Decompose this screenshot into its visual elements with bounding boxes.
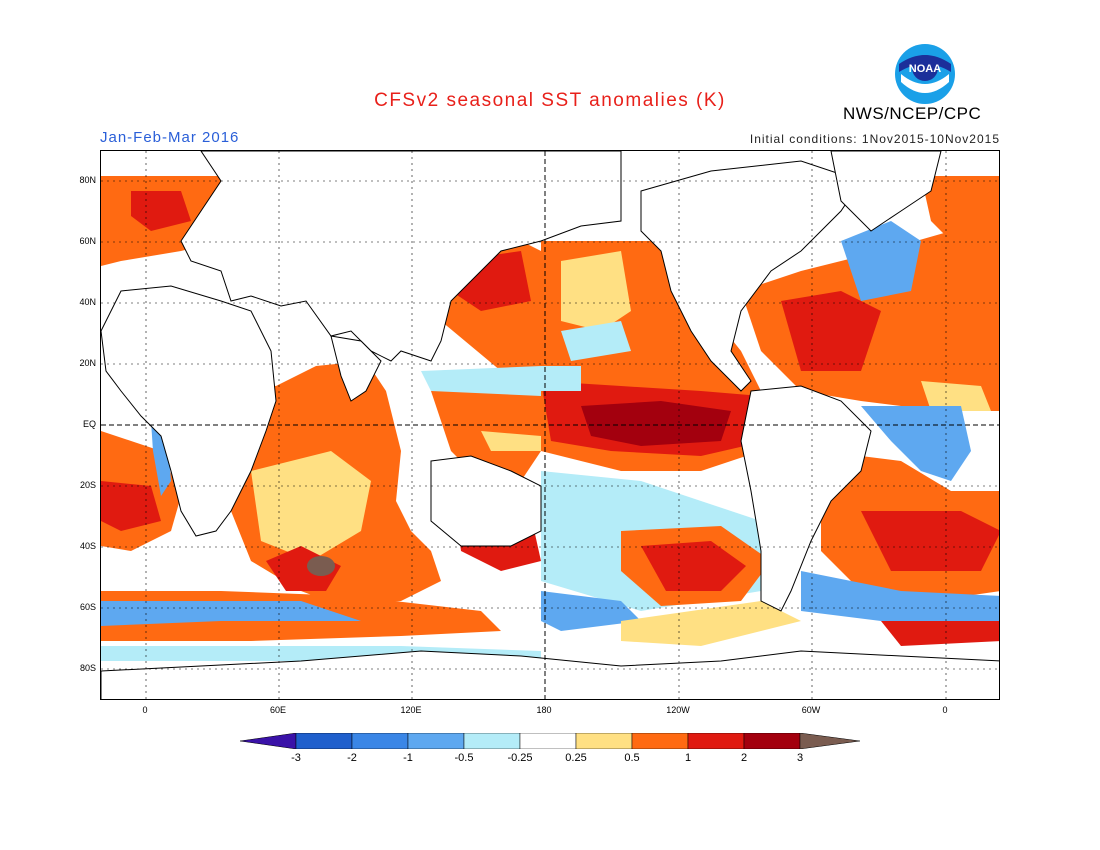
initial-conditions: Initial conditions: 1Nov2015-10Nov2015 xyxy=(749,132,1000,146)
colorbar-label: 1 xyxy=(684,752,692,764)
lon-label: 0 xyxy=(942,705,948,715)
lon-label: 120E xyxy=(400,705,422,715)
colorbar-swatch xyxy=(575,732,633,750)
colorbar-label: 2 xyxy=(740,752,748,764)
lat-label: 40S xyxy=(79,541,96,551)
colorbar-swatch xyxy=(295,732,353,750)
lon-label: 60W xyxy=(801,705,821,715)
lat-label: 20S xyxy=(79,480,96,490)
lat-label: 60N xyxy=(79,236,96,246)
land-masses xyxy=(101,151,999,699)
colorbar-label: -2 xyxy=(347,752,357,764)
colorbar-label: -3 xyxy=(291,752,301,764)
colorbar-swatch xyxy=(463,732,521,750)
sst-anomaly-map xyxy=(100,150,1000,700)
forecast-period: Jan-Feb-Mar 2016 xyxy=(100,129,240,146)
colorbar xyxy=(239,732,861,754)
reference-lines xyxy=(101,151,999,699)
colorbar-swatches xyxy=(239,732,861,750)
colorbar-swatch xyxy=(239,732,297,750)
gridlines xyxy=(101,151,999,699)
colorbar-label: -0.5 xyxy=(454,752,474,764)
lat-label: 60S xyxy=(79,602,96,612)
lon-label: 120W xyxy=(666,705,690,715)
colorbar-label: 3 xyxy=(796,752,804,764)
logo-text: NOAA xyxy=(909,63,941,75)
colorbar-swatch xyxy=(407,732,465,750)
map-title: CFSv2 seasonal SST anomalies (K) xyxy=(374,90,726,111)
lat-label: 80S xyxy=(79,663,96,673)
colorbar-label: -0.25 xyxy=(507,752,533,764)
colorbar-label: 0.5 xyxy=(624,752,640,764)
lon-label: 180 xyxy=(536,705,552,715)
noaa-logo: NOAA xyxy=(893,42,957,106)
map-canvas xyxy=(101,151,999,699)
lat-label: 20N xyxy=(79,358,96,368)
colorbar-swatch xyxy=(519,732,577,750)
colorbar-swatch xyxy=(799,732,861,750)
lat-label: 80N xyxy=(79,175,96,185)
colorbar-label: -1 xyxy=(403,752,413,764)
agency-label: NWS/NCEP/CPC xyxy=(843,104,982,123)
lat-label: 40N xyxy=(79,297,96,307)
colorbar-swatch xyxy=(743,732,801,750)
colorbar-swatch xyxy=(687,732,745,750)
lon-label: 0 xyxy=(142,705,148,715)
colorbar-swatch xyxy=(351,732,409,750)
lat-label: EQ xyxy=(82,419,96,429)
colorbar-swatch xyxy=(631,732,689,750)
lon-label: 60E xyxy=(269,705,286,715)
colorbar-label: 0.25 xyxy=(565,752,587,764)
